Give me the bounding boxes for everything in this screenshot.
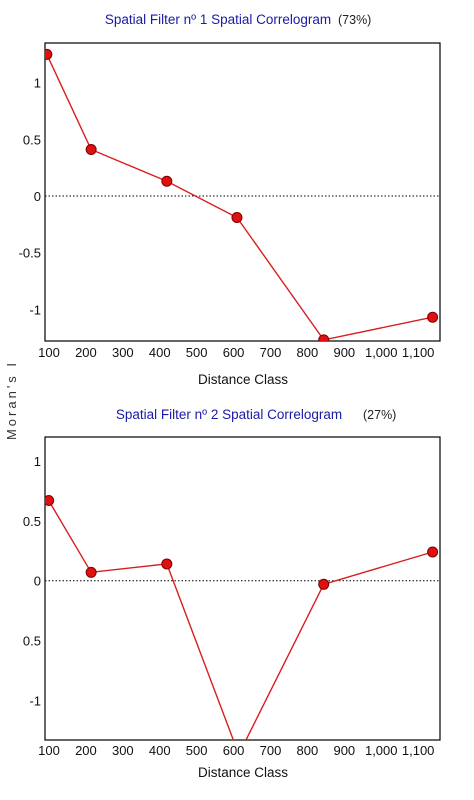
chart-1-y-tick-label: -0.5 bbox=[19, 246, 41, 261]
chart-1-y-tick-label: 0.5 bbox=[23, 132, 41, 147]
chart-2-y-tick-label: 0.5 bbox=[23, 514, 41, 529]
chart-1-data-point bbox=[45, 48, 53, 60]
chart-2-y-tick-label: -1 bbox=[29, 693, 41, 708]
chart-1-y-tick-label: 1 bbox=[34, 76, 41, 91]
chart-1-x-tick-label: 100 bbox=[38, 345, 60, 360]
chart-2-y-tick-label: 0 bbox=[34, 574, 41, 589]
chart-1-title: Spatial Filter nº 1 Spatial Correlogram bbox=[105, 12, 331, 27]
chart-2-data-point bbox=[318, 578, 330, 590]
chart-1-x-tick-label: 1,000 bbox=[365, 345, 398, 360]
chart-1-data-point bbox=[318, 334, 330, 341]
chart-2-x-tick-label: 1,100 bbox=[402, 743, 435, 758]
chart-1-subtitle: (73%) bbox=[338, 13, 371, 27]
chart-2-data-point bbox=[161, 558, 173, 570]
chart-panel-2: Spatial Filter nº 2 Spatial Correlogram … bbox=[23, 407, 441, 780]
chart-1-data-point bbox=[85, 144, 97, 156]
chart-2-y-tick-label: 0.5 bbox=[23, 634, 41, 649]
chart-2-x-tick-label: 900 bbox=[333, 743, 355, 758]
chart-1-x-tick-label: 700 bbox=[260, 345, 282, 360]
chart-2-subtitle: (27%) bbox=[363, 408, 396, 422]
chart-1-x-tick-label: 400 bbox=[149, 345, 171, 360]
chart-2-data-point bbox=[45, 494, 55, 506]
chart-2-title: Spatial Filter nº 2 Spatial Correlogram bbox=[116, 407, 342, 422]
chart-1-plot-frame bbox=[44, 42, 441, 342]
chart-2-x-tick-label: 300 bbox=[112, 743, 134, 758]
chart-1-series-line bbox=[46, 54, 433, 341]
chart-1-data-point bbox=[427, 311, 439, 323]
chart-2-x-axis-title: Distance Class bbox=[198, 765, 288, 780]
chart-panel-1: Spatial Filter nº 1 Spatial Correlogram … bbox=[19, 12, 441, 387]
y-axis-title: Moran's I bbox=[4, 360, 19, 440]
chart-2-x-tick-label: 200 bbox=[75, 743, 97, 758]
chart-1-x-tick-label: 1,100 bbox=[402, 345, 435, 360]
chart-2-data-point bbox=[85, 566, 97, 578]
chart-1-data-point bbox=[161, 175, 173, 187]
chart-1-x-tick-label: 800 bbox=[297, 345, 319, 360]
chart-1-x-tick-label: 900 bbox=[333, 345, 355, 360]
chart-2-data-point bbox=[427, 546, 439, 558]
chart-2-x-tick-label: 800 bbox=[297, 743, 319, 758]
chart-2-plot-frame bbox=[44, 436, 441, 741]
chart-1-y-tick-label: 0 bbox=[34, 189, 41, 204]
chart-1-x-axis-title: Distance Class bbox=[198, 372, 288, 387]
chart-2-x-tick-label: 100 bbox=[38, 743, 60, 758]
chart-1-x-tick-label: 200 bbox=[75, 345, 97, 360]
chart-2-x-tick-label: 500 bbox=[186, 743, 208, 758]
chart-2-x-tick-label: 700 bbox=[260, 743, 282, 758]
chart-2-series-line bbox=[48, 500, 433, 740]
chart-2-x-tick-label: 400 bbox=[149, 743, 171, 758]
chart-1-x-tick-label: 300 bbox=[112, 345, 134, 360]
chart-1-x-tick-label: 500 bbox=[186, 345, 208, 360]
chart-2-y-tick-label: 1 bbox=[34, 454, 41, 469]
chart-1-data-point bbox=[231, 211, 243, 223]
chart-2-x-tick-label: 600 bbox=[223, 743, 245, 758]
chart-1-y-tick-label: -1 bbox=[29, 302, 41, 317]
chart-1-x-tick-label: 600 bbox=[223, 345, 245, 360]
chart-2-x-tick-label: 1,000 bbox=[365, 743, 398, 758]
